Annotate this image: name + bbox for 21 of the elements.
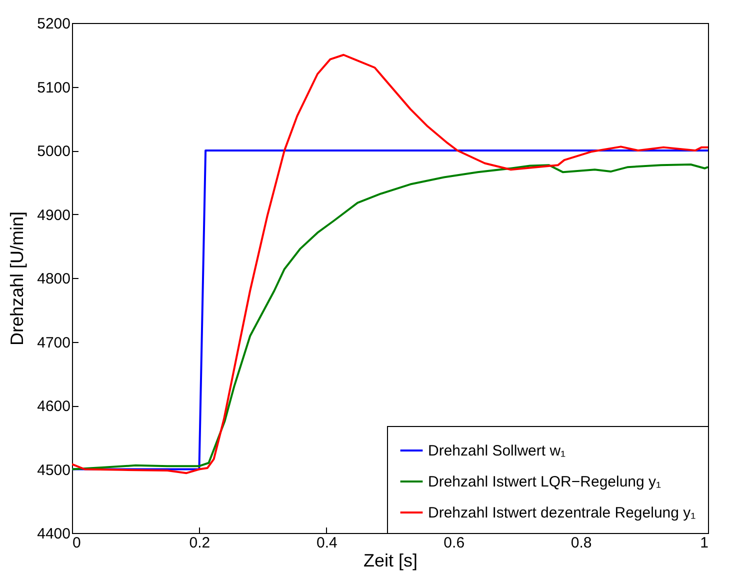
x-axis-title: Zeit [s] <box>363 550 418 570</box>
y-tick-label: 4500 <box>37 462 70 479</box>
y-tick-label: 4900 <box>37 206 70 224</box>
y-tick-label: 5000 <box>37 143 70 160</box>
legend-label: Drehzahl Istwert LQR−Regelung y₁ <box>428 474 662 490</box>
line-series <box>72 54 708 474</box>
y-tick-label: 4800 <box>37 270 70 288</box>
y-tick-label: 4400 <box>37 526 70 542</box>
x-tick-label: 0.2 <box>189 534 210 552</box>
y-tick-label: 4700 <box>37 334 70 352</box>
legend-label: Drehzahl Sollwert w₁ <box>428 442 566 460</box>
y-tick-label: 5100 <box>37 79 70 96</box>
y-tick-label: 5200 <box>37 16 70 32</box>
x-tick-label: 0 <box>72 534 81 552</box>
x-tick-label: 1 <box>700 534 708 552</box>
y-tick-label: 4600 <box>37 398 70 415</box>
x-tick-label: 0.8 <box>570 534 592 552</box>
x-tick-label: 0.4 <box>316 534 338 552</box>
legend-label: Drehzahl Istwert dezentrale Regelung y₁ <box>428 504 696 522</box>
y-axis-title: Drehzahl [U/min] <box>7 211 28 346</box>
x-tick-label: 0.6 <box>444 534 465 552</box>
